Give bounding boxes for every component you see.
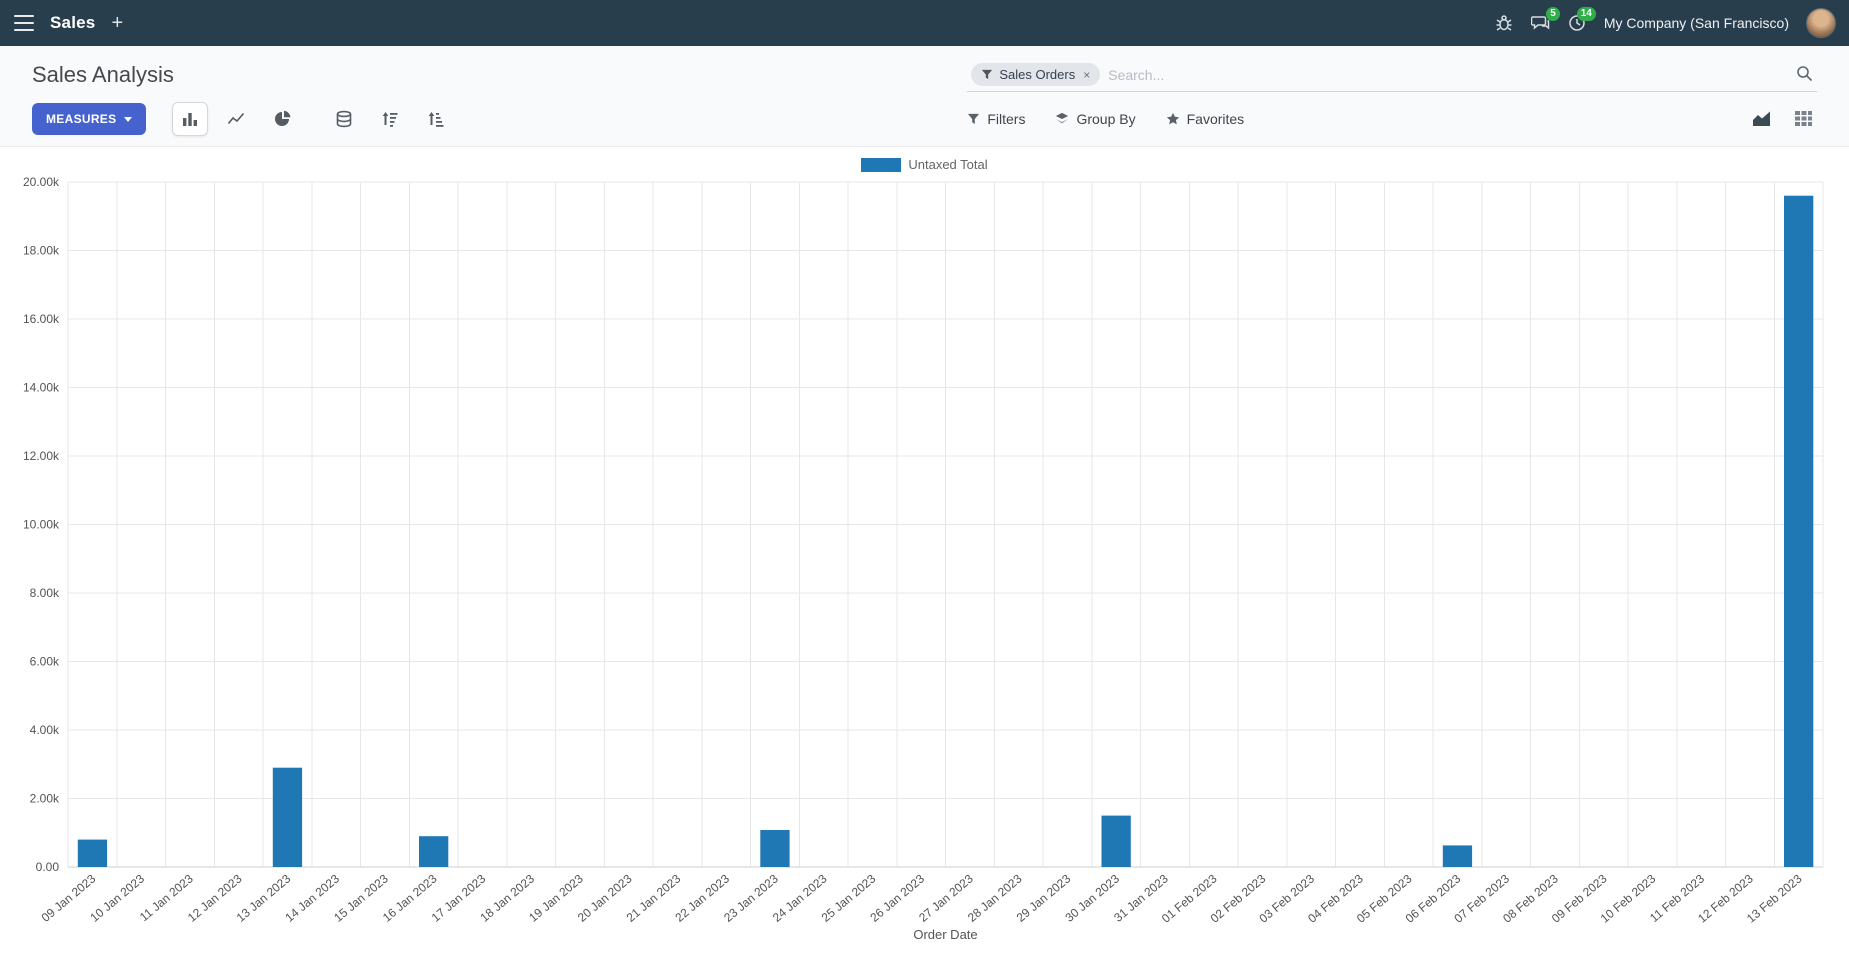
group-by-label: Group By xyxy=(1076,111,1136,127)
bar-chart-icon[interactable] xyxy=(172,102,209,136)
layers-icon xyxy=(1056,112,1069,124)
svg-text:20.00k: 20.00k xyxy=(23,175,60,189)
legend-swatch xyxy=(861,157,902,172)
svg-text:4.00k: 4.00k xyxy=(30,723,60,737)
search-icon[interactable] xyxy=(1796,65,1813,85)
top-navbar: Sales + 5 14 My Company (San Francisco) xyxy=(0,0,1849,46)
svg-text:14.00k: 14.00k xyxy=(23,381,60,395)
star-icon xyxy=(1166,112,1179,125)
svg-text:16.00k: 16.00k xyxy=(23,312,60,326)
svg-text:2.00k: 2.00k xyxy=(30,792,60,806)
line-chart-icon[interactable] xyxy=(218,102,254,136)
legend-label: Untaxed Total xyxy=(908,157,988,172)
messages-badge: 5 xyxy=(1546,7,1560,21)
view-switcher xyxy=(1748,106,1817,132)
apps-menu-icon[interactable] xyxy=(14,15,34,31)
chart-plot: 0.00 2.00k 4.00k 6.00k 8.00k 10.00k 12.00k 14.0… xyxy=(0,174,1849,948)
svg-text:10.00k: 10.00k xyxy=(23,518,60,532)
measures-button[interactable]: MEASURES xyxy=(32,103,147,135)
debug-bug-icon[interactable] xyxy=(1495,14,1513,32)
funnel-icon xyxy=(968,113,980,124)
search-input[interactable] xyxy=(1108,66,1788,83)
bars xyxy=(77,195,1814,867)
pie-chart-icon[interactable] xyxy=(264,102,300,136)
favorites-label: Favorites xyxy=(1186,111,1245,127)
messages-icon[interactable]: 5 xyxy=(1530,7,1560,32)
chart-legend[interactable]: Untaxed Total xyxy=(0,147,1849,174)
company-switcher[interactable]: My Company (San Francisco) xyxy=(1603,15,1789,31)
plus-button[interactable]: + xyxy=(111,12,124,34)
activities-clock-icon[interactable]: 14 xyxy=(1568,7,1596,32)
graph-view-icon[interactable] xyxy=(1748,106,1776,132)
chart-option-buttons xyxy=(326,102,454,136)
user-avatar[interactable] xyxy=(1807,9,1835,37)
x-grid xyxy=(67,182,1824,867)
bar[interactable] xyxy=(1101,815,1131,867)
sort-asc-icon[interactable] xyxy=(418,102,454,136)
bar[interactable] xyxy=(1784,195,1814,867)
svg-text:12.00k: 12.00k xyxy=(23,449,60,463)
svg-text:10 Jan 2023: 10 Jan 2023 xyxy=(87,871,147,924)
x-axis-title: Order Date xyxy=(913,927,977,942)
chart-svg: 0.00 2.00k 4.00k 6.00k 8.00k 10.00k 12.00k 14.0… xyxy=(23,175,1824,942)
favorites-dropdown[interactable]: Favorites xyxy=(1166,111,1245,127)
graph-view: Untaxed Total 0.00 2.00k 4.00k 6.00k 8.00k 10… xyxy=(0,147,1849,948)
search-facet-sales-orders[interactable]: Sales Orders × xyxy=(971,63,1101,86)
search-bar[interactable]: Sales Orders × xyxy=(967,58,1817,92)
search-facet-label: Sales Orders xyxy=(999,67,1076,82)
facet-remove-icon[interactable]: × xyxy=(1083,67,1091,82)
bar[interactable] xyxy=(419,836,449,867)
filter-facet-icon xyxy=(982,69,993,79)
page-title: Sales Analysis xyxy=(32,62,174,87)
filters-dropdown[interactable]: Filters xyxy=(967,111,1025,127)
svg-text:18.00k: 18.00k xyxy=(23,244,60,258)
bar[interactable] xyxy=(1442,845,1473,867)
svg-text:0.00: 0.00 xyxy=(36,860,60,874)
chart-type-switcher xyxy=(172,102,300,136)
app-name[interactable]: Sales xyxy=(50,13,96,32)
activities-badge: 14 xyxy=(1576,7,1596,21)
stacked-database-icon[interactable] xyxy=(326,102,362,136)
bar[interactable] xyxy=(272,767,303,867)
svg-text:8.00k: 8.00k xyxy=(30,586,60,600)
bar[interactable] xyxy=(77,839,108,867)
svg-text:6.00k: 6.00k xyxy=(30,655,60,669)
group-by-dropdown[interactable]: Group By xyxy=(1055,111,1136,127)
control-panel: Sales Analysis Sales Orders × MEASURES xyxy=(0,46,1849,147)
search-options-menu: Filters Group By Favorites xyxy=(967,111,1244,127)
sort-desc-icon[interactable] xyxy=(372,102,408,136)
pivot-view-icon[interactable] xyxy=(1790,106,1817,132)
bar[interactable] xyxy=(760,830,790,867)
filters-label: Filters xyxy=(987,111,1026,127)
